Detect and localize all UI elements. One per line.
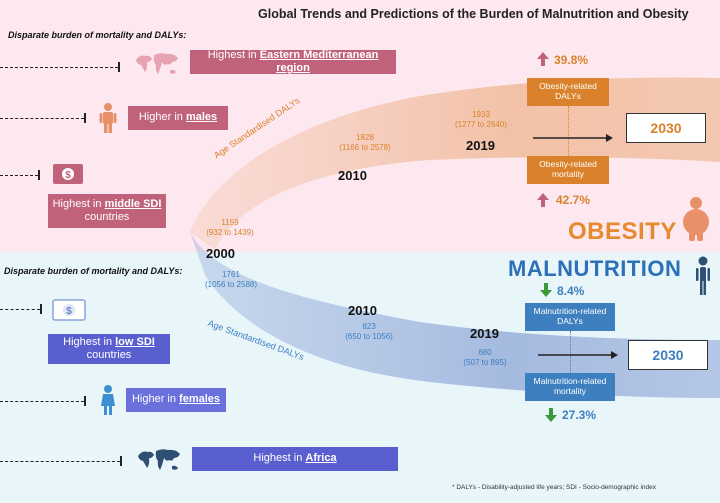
malnutrition-projection-year: 2030 [628, 340, 708, 370]
malnutrition-dalys-change: 8.4% [557, 284, 585, 298]
malnutrition-band [190, 232, 720, 398]
malnutrition-finding-region: Highest in Africa [192, 447, 398, 471]
year-label: 2000 [206, 246, 235, 261]
malnutrition-mortality-box: Malnutrition-related mortality [525, 373, 615, 401]
obesity-point-2000: 1159 (932 to 1439) [206, 218, 254, 238]
year-label: 2019 [466, 138, 495, 153]
malnutrition-mortality-change: 27.3% [562, 408, 597, 422]
obesity-finding-sdi: Highest in middle SDI countries [48, 194, 166, 228]
obesity-title: OBESITY [568, 218, 677, 245]
world-map-icon [134, 50, 180, 80]
malnutrition-point-2019: 680 (507 to 895) [463, 348, 507, 368]
obesity-band [190, 77, 720, 250]
up-arrow-icon [537, 52, 549, 71]
connector-tick [84, 113, 86, 123]
connector-tick [118, 62, 120, 72]
connector-tick [84, 396, 86, 406]
obese-person-icon [676, 196, 716, 242]
connector-line [0, 401, 84, 402]
year-label: 2019 [470, 326, 499, 341]
connector-line [0, 67, 118, 68]
connector-tick [120, 456, 122, 466]
page-title: Global Trends and Predictions of the Bur… [258, 7, 689, 21]
malnutrition-finding-sdi: Highest in low SDI countries [48, 334, 170, 364]
world-map-icon [136, 446, 182, 476]
money-icon: $ [52, 162, 84, 186]
obesity-point-2010: 1828 (1166 to 2578) [339, 133, 391, 153]
malnutrition-dalys-box: Malnutrition-related DALYs [525, 303, 615, 331]
obesity-finding-sex: Higher in males [128, 106, 228, 130]
year-label: 2010 [338, 168, 367, 183]
connector-tick [38, 170, 40, 180]
obesity-projection-year: 2030 [626, 113, 706, 143]
svg-text:$: $ [65, 170, 71, 181]
connector-line [0, 175, 38, 176]
obesity-section-heading: Disparate burden of mortality and DALYs: [8, 30, 187, 40]
up-arrow-icon [537, 193, 549, 212]
right-arrow-icon [533, 130, 613, 148]
svg-text:$: $ [66, 306, 72, 317]
obesity-dalys-box: Obesity-related DALYs [527, 78, 609, 106]
obesity-finding-region: Highest in Eastern Mediterranean region [190, 49, 396, 74]
thin-person-icon [692, 256, 714, 296]
obesity-dalys-change: 39.8% [554, 53, 589, 67]
down-arrow-icon [545, 408, 557, 427]
obesity-point-2019: 1933 (1277 to 2640) [454, 110, 508, 130]
malnutrition-dotted-connector [570, 331, 571, 373]
obesity-dotted-connector [568, 106, 569, 156]
obesity-mortality-change: 42.7% [556, 193, 591, 207]
connector-line [0, 461, 120, 462]
malnutrition-title: MALNUTRITION [508, 256, 682, 281]
male-person-icon [98, 102, 118, 134]
down-arrow-icon [540, 283, 552, 302]
malnutrition-section-heading: Disparate burden of mortality and DALYs: [4, 266, 183, 276]
footnote: * DALYs - Disability-adjusted life years… [452, 484, 656, 491]
money-icon: $ [52, 298, 86, 322]
right-arrow-icon [538, 347, 618, 365]
malnutrition-finding-sex: Higher in females [126, 388, 226, 412]
year-label: 2010 [348, 303, 377, 318]
female-person-icon [98, 384, 118, 416]
malnutrition-point-2010: 823 (650 to 1056) [345, 322, 393, 342]
connector-line [0, 118, 84, 119]
connector-tick [40, 304, 42, 314]
malnutrition-point-2000: 1761 (1056 to 2588) [204, 270, 258, 290]
obesity-mortality-box: Obesity-related mortality [527, 156, 609, 184]
connector-line [0, 309, 40, 310]
